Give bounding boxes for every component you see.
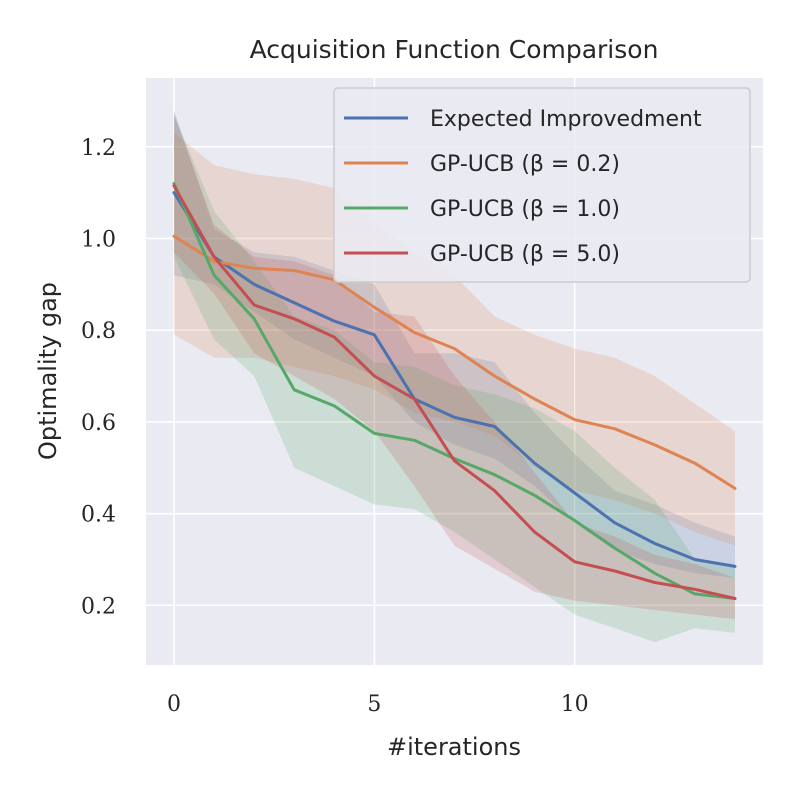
y-tick-label: 1.2 [81, 136, 116, 161]
legend-label-3: GP-UCB (β = 5.0) [430, 242, 620, 267]
legend-box [333, 87, 751, 283]
series-band-2 [174, 114, 735, 643]
series-lines [172, 182, 737, 600]
y-tick-label: 0.2 [81, 594, 116, 619]
x-axis-label: #iterations [387, 733, 521, 761]
y-axis-ticks: 0.2 0.4 0.6 0.8 1.0 1.2 [81, 136, 116, 620]
chart-title: Acquisition Function Comparison [250, 35, 659, 64]
x-tick-label: 5 [367, 692, 381, 717]
x-axis-ticks: 0 5 10 [167, 692, 589, 717]
series-line-1 [172, 234, 737, 490]
y-tick-label: 1.0 [81, 228, 116, 253]
series-line-3 [172, 184, 737, 600]
series-band-3 [174, 114, 735, 620]
series-line-0 [172, 191, 737, 568]
y-tick-label: 0.8 [81, 319, 116, 344]
y-axis-label: Optimality gap [34, 282, 62, 460]
y-tick-label: 0.6 [81, 411, 116, 436]
legend-label-0: Expected Improvedment [430, 107, 702, 132]
confidence-bands [174, 110, 735, 643]
legend-label-1: GP-UCB (β = 0.2) [430, 152, 620, 177]
series-band-1 [174, 133, 735, 546]
legend-label-2: GP-UCB (β = 1.0) [430, 197, 620, 222]
x-tick-label: 0 [167, 692, 181, 717]
legend: Expected Improvedment GP-UCB (β = 0.2) GP-… [333, 87, 751, 283]
series-band-0 [174, 110, 735, 578]
y-tick-label: 0.4 [81, 503, 116, 528]
x-tick-label: 10 [561, 692, 589, 717]
